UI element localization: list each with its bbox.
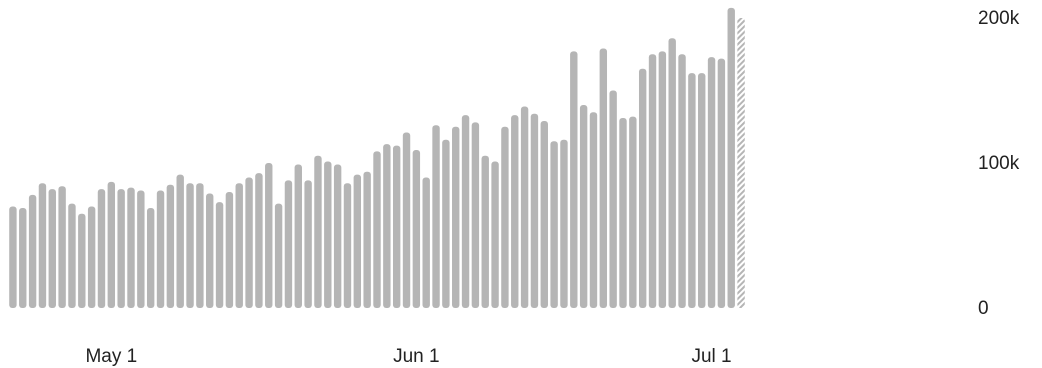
bar [245, 177, 253, 308]
bar [392, 145, 401, 308]
bar [196, 183, 204, 308]
bar [225, 192, 234, 308]
bar [540, 120, 548, 308]
bar [343, 183, 352, 308]
bar [412, 149, 421, 308]
bar [678, 54, 686, 308]
bar [9, 206, 17, 308]
x-tick-label: Jun 1 [393, 346, 439, 367]
bar [117, 189, 125, 308]
bar [333, 164, 342, 308]
bar [176, 174, 184, 308]
x-tick-label: May 1 [85, 346, 137, 367]
bar-partial [737, 18, 745, 308]
bar [629, 116, 637, 308]
bar [550, 141, 558, 308]
bar [717, 58, 726, 308]
bar [619, 118, 627, 308]
bar [452, 126, 460, 308]
bar [28, 194, 37, 308]
bar [609, 90, 617, 308]
bar [648, 54, 657, 308]
bar [304, 180, 312, 308]
bar [38, 183, 47, 308]
bar [638, 68, 647, 308]
y-tick-label: 200k [978, 8, 1020, 29]
bar [511, 115, 519, 309]
bar [294, 164, 302, 308]
bar [501, 126, 509, 308]
bar [48, 189, 56, 308]
bar [215, 202, 224, 308]
bar [658, 51, 667, 308]
bar [471, 122, 480, 309]
bar [97, 189, 106, 308]
bar [284, 180, 293, 308]
x-tick-label: Jul 1 [691, 346, 731, 367]
bar [481, 155, 489, 308]
bar [442, 139, 450, 308]
bar [688, 73, 696, 308]
bar [255, 173, 263, 308]
bar [520, 106, 529, 308]
bar [206, 193, 214, 308]
bar [235, 183, 243, 308]
bar [402, 132, 411, 308]
bar [668, 38, 676, 309]
bar [530, 113, 539, 308]
bar [107, 181, 116, 308]
bar [363, 171, 371, 308]
bar [324, 161, 332, 308]
bar [68, 203, 76, 308]
bar [383, 144, 391, 308]
bar [78, 213, 86, 308]
bar [87, 206, 96, 308]
bar [156, 190, 165, 308]
bar [589, 112, 598, 308]
bar [698, 73, 706, 308]
bar [353, 174, 362, 308]
y-tick-label: 0 [978, 298, 989, 319]
bar [570, 51, 578, 308]
bar [127, 187, 135, 308]
bar [373, 151, 381, 308]
bar [137, 190, 145, 308]
bar [58, 186, 66, 308]
bar [491, 161, 499, 308]
bar [422, 177, 430, 308]
bar [727, 7, 735, 308]
y-axis-ticks: 0 100k 200k [978, 8, 1020, 319]
bar [707, 57, 716, 309]
y-tick-label: 100k [978, 153, 1020, 174]
bar [146, 207, 155, 308]
bar [432, 125, 440, 308]
x-axis-ticks: May 1 Jun 1 Jul 1 [85, 346, 731, 367]
bar [579, 105, 588, 308]
bar [560, 139, 568, 308]
bar [274, 203, 283, 308]
bar [461, 115, 470, 309]
bar [186, 183, 194, 308]
bar [314, 155, 322, 308]
bar [265, 163, 273, 308]
bars-layer [9, 7, 745, 309]
bar [599, 48, 608, 308]
bar [166, 184, 175, 308]
bar [19, 207, 27, 308]
